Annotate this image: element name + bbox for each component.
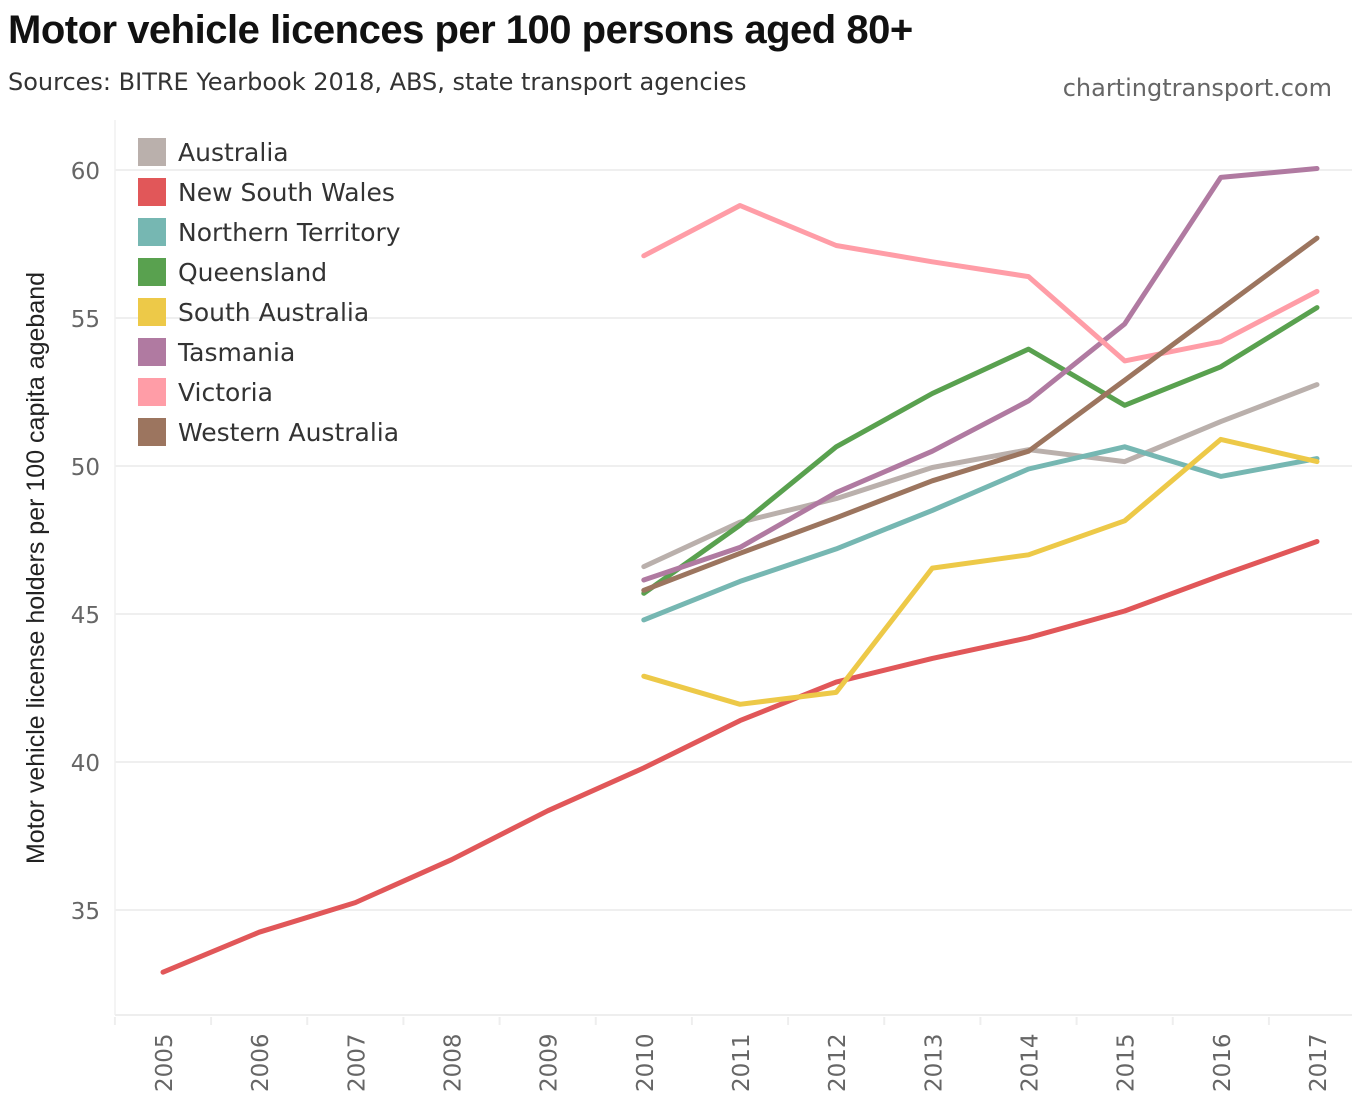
legend-swatch: [138, 418, 166, 446]
credit-text: chartingtransport.com: [1062, 74, 1332, 102]
x-tick-label: 2005: [152, 1033, 178, 1092]
series-lines: [160, 166, 1320, 975]
legend-label: Tasmania: [178, 337, 296, 367]
y-tick-label: 45: [71, 603, 100, 629]
series-line-tasmania[interactable]: [641, 166, 1320, 583]
x-tick-label: 2007: [344, 1033, 370, 1092]
x-tick-label: 2016: [1210, 1033, 1236, 1092]
y-axis: 35 40 45 50 55 60: [71, 159, 100, 925]
legend-label: Australia: [178, 137, 289, 167]
legend-item-northern-territory[interactable]: Northern Territory: [138, 212, 401, 252]
series-line-queensland[interactable]: [641, 305, 1320, 596]
legend-swatch: [138, 378, 166, 406]
series-line-western-australia[interactable]: [641, 235, 1320, 593]
x-tick-label: 2017: [1306, 1033, 1332, 1092]
legend-swatch: [138, 338, 166, 366]
legend: Australia New South Wales Northern Territo…: [138, 132, 401, 452]
x-tick-label: 2006: [248, 1033, 274, 1092]
x-tick-label: 2011: [729, 1033, 755, 1092]
y-tick-label: 55: [71, 307, 100, 333]
legend-swatch: [138, 218, 166, 246]
legend-item-new-south-wales[interactable]: New South Wales: [138, 172, 401, 212]
series-line-new-south-wales[interactable]: [160, 539, 1320, 975]
legend-swatch: [138, 178, 166, 206]
legend-label: New South Wales: [178, 177, 395, 207]
y-axis-label: Motor vehicle license holders per 100 ca…: [22, 272, 50, 864]
legend-item-australia[interactable]: Australia: [138, 132, 401, 172]
legend-label: Northern Territory: [178, 217, 401, 247]
legend-label: Western Australia: [178, 417, 400, 447]
x-tick-label: 2010: [633, 1033, 659, 1092]
x-tick-label: 2013: [921, 1033, 947, 1092]
legend-item-queensland[interactable]: Queensland: [138, 252, 401, 292]
chart-title: Motor vehicle licences per 100 persons a…: [8, 8, 913, 52]
x-tick-label: 2014: [1018, 1033, 1044, 1092]
legend-swatch: [138, 138, 166, 166]
x-tick-label: 2009: [537, 1033, 563, 1092]
legend-label: South Australia: [178, 297, 370, 327]
x-tick-label: 2012: [825, 1033, 851, 1092]
legend-swatch: [138, 298, 166, 326]
series-line-northern-territory[interactable]: [641, 444, 1320, 623]
y-tick-label: 40: [71, 751, 100, 777]
legend-swatch: [138, 258, 166, 286]
gridlines: [114, 120, 1352, 1016]
x-axis: 2005 2006 2007 2008 2009 2010 2011 2012 2013 2014…: [113, 1017, 1332, 1092]
legend-label: Victoria: [178, 377, 273, 407]
legend-item-victoria[interactable]: Victoria: [138, 372, 401, 412]
legend-item-south-australia[interactable]: South Australia: [138, 292, 401, 332]
y-tick-label: 35: [71, 899, 100, 925]
y-tick-label: 60: [71, 159, 100, 185]
legend-label: Queensland: [178, 257, 328, 287]
y-tick-label: 50: [71, 455, 100, 481]
series-line-victoria[interactable]: [641, 203, 1320, 364]
series-line-south-australia[interactable]: [641, 436, 1320, 707]
legend-item-western-australia[interactable]: Western Australia: [138, 412, 401, 452]
x-tick-label: 2015: [1114, 1033, 1140, 1092]
legend-item-tasmania[interactable]: Tasmania: [138, 332, 401, 372]
x-tick-label: 2008: [441, 1033, 467, 1092]
series-line-australia[interactable]: [641, 382, 1320, 570]
chart-subtitle: Sources: BITRE Yearbook 2018, ABS, state…: [8, 68, 747, 96]
